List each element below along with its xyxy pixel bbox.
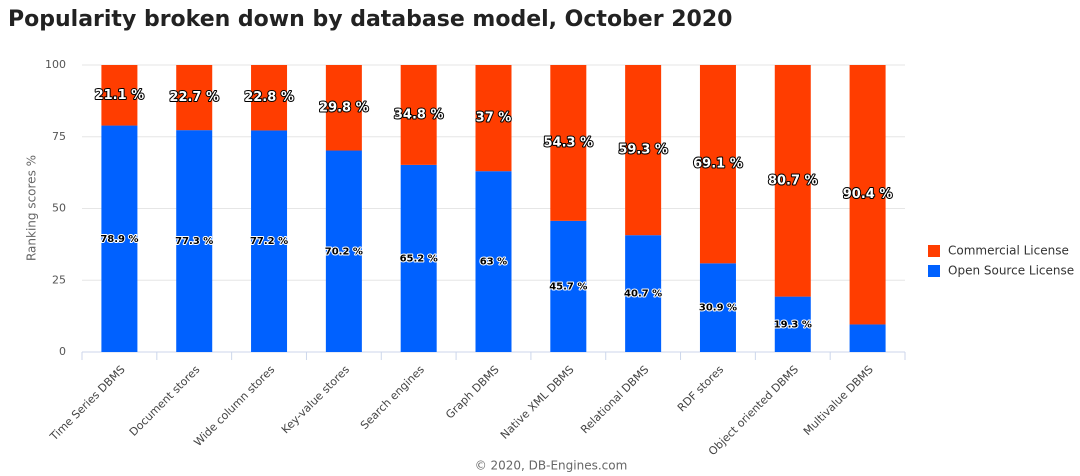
- y-axis-label: Ranking scores %: [25, 155, 39, 261]
- y-tick-label: 75: [52, 130, 66, 143]
- bar-segment: [849, 65, 886, 325]
- data-label: 78.9 %: [100, 234, 138, 245]
- data-label: 45.7 %: [549, 281, 587, 292]
- bar-segment: [849, 324, 886, 352]
- data-label: 80.7 %: [768, 173, 818, 188]
- bar-segment: [550, 220, 587, 352]
- bar-segment: [625, 235, 662, 352]
- bar-segment: [400, 65, 437, 165]
- legend-label: Open Source License: [948, 264, 1074, 278]
- bar-segment: [176, 130, 213, 352]
- bar-segment: [251, 130, 288, 352]
- bar-segment: [176, 65, 213, 131]
- data-label: 90.4 %: [843, 187, 893, 202]
- data-label: 22.7 %: [169, 90, 219, 105]
- bar-segment: [475, 171, 512, 352]
- x-tick-label: Search engines: [358, 363, 427, 432]
- bar-segment: [251, 65, 288, 131]
- data-label: 22.8 %: [244, 90, 294, 105]
- bar-segment: [400, 164, 437, 352]
- legend-swatch: [928, 245, 940, 257]
- data-label: 21.1 %: [95, 88, 145, 103]
- x-tick-label: Native XML DBMS: [498, 363, 577, 442]
- x-tick-label: RDF stores: [675, 363, 726, 414]
- bar-segment: [699, 263, 736, 352]
- data-label: 70.2 %: [325, 246, 363, 257]
- data-label: 37 %: [476, 111, 512, 126]
- x-tick-label: Graph DBMS: [443, 363, 502, 422]
- data-label: 29.8 %: [319, 100, 369, 115]
- x-tick-label: Document stores: [127, 363, 203, 439]
- x-tick-label: Time Series DBMS: [47, 363, 128, 444]
- data-label: 34.8 %: [394, 107, 444, 122]
- legend-label: Commercial License: [948, 244, 1069, 258]
- bar-segment: [550, 65, 587, 221]
- bar-segment: [101, 125, 138, 352]
- x-tick-label: Wide column stores: [191, 363, 277, 449]
- bar-segment: [699, 65, 736, 264]
- data-label: 54.3 %: [543, 135, 593, 150]
- footer: © 2020, DB-Engines.com: [475, 459, 628, 473]
- legend-swatch: [928, 265, 940, 277]
- data-label: 59.3 %: [618, 143, 668, 158]
- y-tick-label: 100: [45, 58, 66, 71]
- bar-segment: [774, 65, 811, 297]
- bar-segment: [625, 65, 662, 236]
- x-tick-label: Relational DBMS: [578, 363, 651, 436]
- data-label: 69.1 %: [693, 157, 743, 172]
- bar-segment: [325, 65, 362, 151]
- bar-segment: [774, 296, 811, 352]
- bar-segment: [475, 65, 512, 172]
- x-tick-label: Multivalue DBMS: [801, 363, 876, 438]
- y-tick-label: 0: [59, 345, 66, 358]
- data-label: 40.7 %: [624, 289, 662, 300]
- data-label: 30.9 %: [699, 303, 737, 314]
- y-tick-label: 50: [52, 202, 66, 215]
- chart-title: Popularity broken down by database model…: [8, 7, 732, 32]
- data-label: 19.3 %: [774, 319, 812, 330]
- data-label: 63 %: [480, 257, 507, 268]
- data-label: 77.2 %: [250, 236, 288, 247]
- y-tick-label: 25: [52, 273, 66, 286]
- bar-segment: [325, 150, 362, 352]
- data-label: 65.2 %: [400, 253, 438, 264]
- data-label: 77.3 %: [175, 236, 213, 247]
- x-tick-label: Key-value stores: [279, 363, 352, 436]
- bar-segment: [101, 65, 138, 126]
